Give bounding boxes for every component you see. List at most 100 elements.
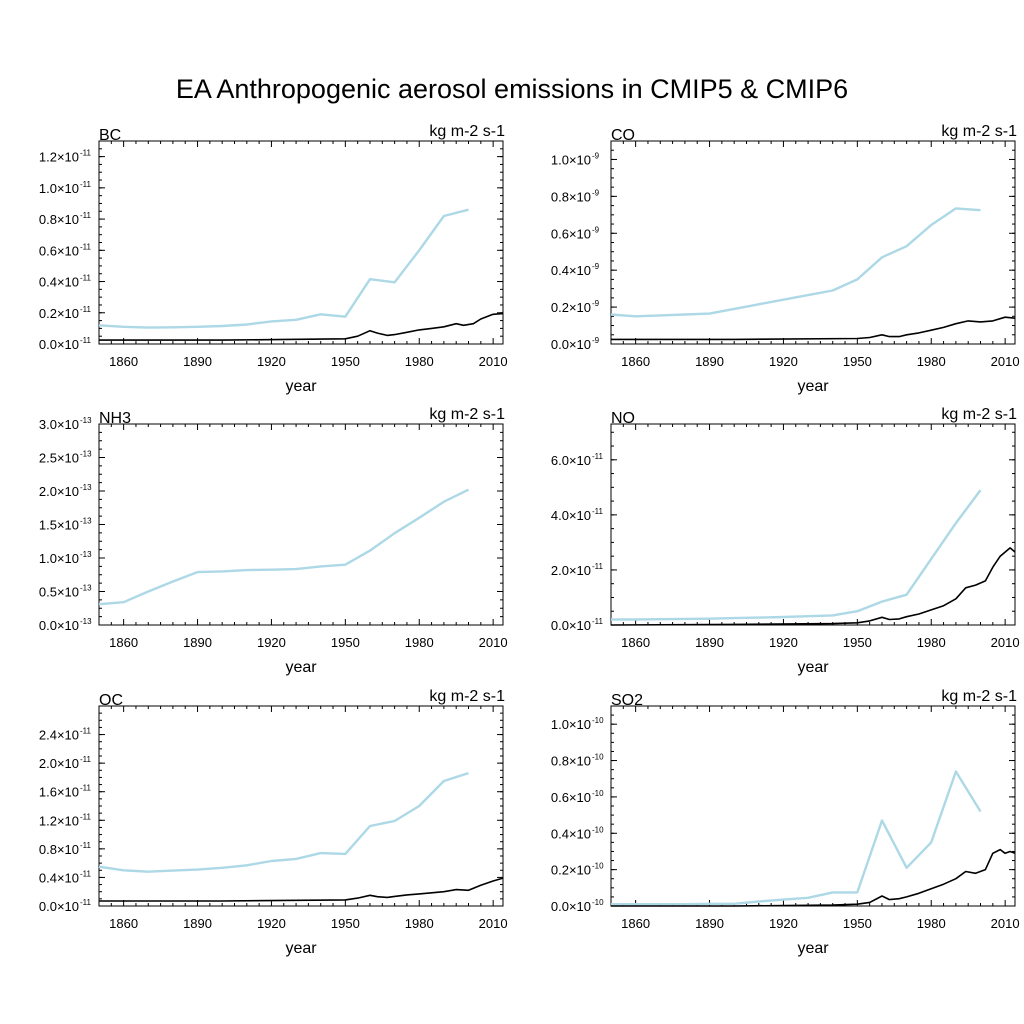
x-axis-label: year — [797, 378, 829, 395]
y-tick-label: 0.2×10 — [551, 863, 591, 878]
y-tick-exponent: -10 — [592, 825, 604, 834]
panel-name: NO — [611, 410, 635, 427]
x-tick-label: 1890 — [695, 916, 724, 931]
y-tick-exponent: -9 — [592, 262, 600, 271]
x-tick-label: 1950 — [331, 635, 360, 650]
x-tick-label: 1860 — [621, 916, 650, 931]
series-line-black — [611, 848, 1016, 907]
y-tick-exponent: -13 — [80, 483, 92, 492]
x-tick-label: 1890 — [695, 354, 724, 369]
y-tick-exponent: -11 — [80, 898, 92, 907]
x-tick-label: 2010 — [479, 354, 508, 369]
unit-label: kg m-2 s-1 — [941, 406, 1017, 423]
y-tick-label: 0.8×10 — [551, 754, 591, 769]
y-tick-label: 0.6×10 — [551, 226, 591, 241]
y-tick-exponent: -13 — [80, 584, 92, 593]
y-tick-label: 0.0×10 — [39, 899, 79, 914]
x-tick-label: 1860 — [621, 354, 650, 369]
y-tick-label: 0.8×10 — [39, 212, 79, 227]
y-tick-exponent: -11 — [80, 242, 92, 251]
y-tick-exponent: -13 — [80, 450, 92, 459]
y-tick-exponent: -10 — [592, 716, 604, 725]
y-tick-exponent: -10 — [592, 753, 604, 762]
series-line-black — [610, 547, 1016, 626]
panel-name: SO2 — [611, 692, 643, 709]
y-tick-label: 1.5×10 — [39, 518, 79, 533]
y-tick-label: 0.0×10 — [39, 618, 79, 633]
y-tick-label: 1.0×10 — [39, 181, 79, 196]
y-tick-label: 2.5×10 — [39, 451, 79, 466]
y-tick-exponent: -9 — [592, 336, 600, 345]
x-tick-label: 1890 — [183, 354, 212, 369]
y-tick-exponent: -11 — [80, 812, 92, 821]
x-tick-label: 1950 — [843, 916, 872, 931]
unit-label: kg m-2 s-1 — [941, 123, 1017, 140]
y-tick-label: 2.0×10 — [39, 756, 79, 771]
y-tick-label: 1.2×10 — [39, 813, 79, 828]
x-tick-label: 1890 — [183, 916, 212, 931]
y-tick-label: 2.0×10 — [39, 484, 79, 499]
x-tick-label: 1950 — [843, 354, 872, 369]
y-tick-label: 0.8×10 — [39, 842, 79, 857]
y-tick-exponent: -13 — [80, 617, 92, 626]
x-tick-label: 1890 — [695, 635, 724, 650]
plot-frame — [610, 423, 1016, 626]
x-tick-label: 2010 — [479, 916, 508, 931]
y-tick-label: 0.2×10 — [39, 306, 79, 321]
x-tick-label: 1980 — [917, 635, 946, 650]
y-tick-label: 0.0×10 — [551, 899, 591, 914]
y-tick-exponent: -11 — [592, 617, 604, 626]
y-tick-label: 0.4×10 — [551, 826, 591, 841]
series-line-light-blue — [98, 208, 469, 329]
series-line-black — [611, 316, 1016, 341]
y-tick-exponent: -11 — [80, 274, 92, 283]
panel-name: CO — [611, 127, 635, 144]
y-tick-label: 0.4×10 — [551, 263, 591, 278]
y-tick-label: 0.6×10 — [551, 790, 591, 805]
y-tick-exponent: -11 — [80, 727, 92, 736]
y-tick-label: 0.0×10 — [551, 618, 591, 633]
y-tick-exponent: -13 — [80, 517, 92, 526]
y-tick-label: 1.2×10 — [39, 150, 79, 165]
y-tick-exponent: -11 — [80, 869, 92, 878]
y-tick-exponent: -11 — [80, 755, 92, 764]
y-tick-exponent: -11 — [80, 784, 92, 793]
series-line-light-blue — [611, 489, 982, 621]
x-tick-label: 1950 — [331, 916, 360, 931]
y-tick-label: 0.8×10 — [551, 189, 591, 204]
unit-label: kg m-2 s-1 — [429, 688, 505, 705]
x-tick-label: 1980 — [405, 635, 434, 650]
x-tick-label: 2010 — [991, 916, 1020, 931]
y-tick-label: 2.4×10 — [39, 728, 79, 743]
y-tick-exponent: -10 — [592, 789, 604, 798]
y-tick-label: 0.6×10 — [39, 243, 79, 258]
y-tick-exponent: -11 — [592, 452, 604, 461]
x-tick-label: 1890 — [183, 635, 212, 650]
y-tick-exponent: -9 — [592, 299, 600, 308]
x-tick-label: 1920 — [769, 635, 798, 650]
y-tick-exponent: -11 — [80, 305, 92, 314]
x-tick-label: 1860 — [109, 354, 138, 369]
y-tick-label: 1.6×10 — [39, 785, 79, 800]
y-tick-exponent: -13 — [80, 550, 92, 559]
series-line-black — [99, 312, 504, 341]
series-line-black — [99, 877, 504, 902]
x-tick-label: 1920 — [769, 354, 798, 369]
panel-name: OC — [99, 692, 123, 709]
y-tick-exponent: -9 — [592, 151, 600, 160]
x-tick-label: 1920 — [257, 916, 286, 931]
y-tick-label: 1.0×10 — [39, 551, 79, 566]
y-tick-label: 2.0×10 — [551, 563, 591, 578]
x-tick-label: 1860 — [109, 635, 138, 650]
plot-frame — [610, 705, 1016, 907]
x-tick-label: 1860 — [621, 635, 650, 650]
x-tick-label: 1920 — [769, 916, 798, 931]
y-tick-exponent: -11 — [80, 211, 92, 220]
unit-label: kg m-2 s-1 — [941, 688, 1017, 705]
y-tick-exponent: -9 — [592, 188, 600, 197]
